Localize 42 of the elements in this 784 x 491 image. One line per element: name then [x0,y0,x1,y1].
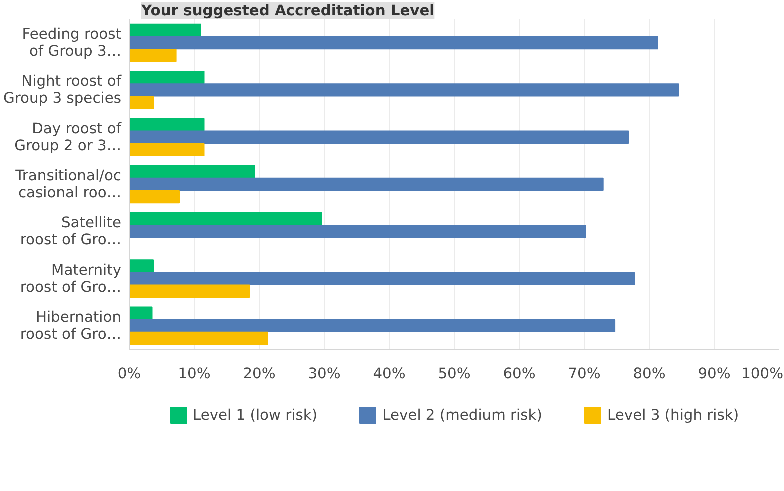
legend-label: Level 3 (high risk) [607,406,740,424]
bar [130,143,205,157]
bar [130,118,205,132]
y-tick-label: Satellite roost of Gro… [20,214,122,249]
x-tick-label: 80% [633,366,666,382]
x-tick-label: 60% [503,366,536,382]
bar [130,84,680,97]
x-tick-label: 0% [118,366,142,382]
bar [130,190,180,204]
bar [130,165,256,179]
y-tick-label: Night roost of Group 3 species [4,73,122,108]
bar [130,332,268,346]
bar [130,178,604,192]
bar [130,36,658,50]
x-tick-label: 50% [438,366,471,382]
x-tick-label: 10% [178,366,211,382]
y-tick-label: Maternity roost of Gro… [20,262,122,296]
bar [130,225,586,238]
y-tick-label: Transitional/oc casional roo… [14,168,122,202]
bar [130,49,177,62]
x-tick-label: 20% [243,366,276,382]
bar [130,272,636,286]
bar [130,71,205,84]
bar [130,260,154,273]
y-tick-label: Feeding roost of Group 3… [22,26,122,60]
y-tick-label: Day roost of Group 2 or 3… [14,120,122,154]
chart-title: Your suggested Accreditation Level [140,2,435,20]
bar [130,130,630,144]
bar [130,284,250,298]
x-tick-label: 100% [742,366,784,382]
legend-label: Level 1 (low risk) [192,406,318,424]
bar [130,306,153,320]
bar [130,319,616,333]
bar [130,96,154,110]
x-tick-label: 30% [308,366,341,382]
x-tick-label: 90% [698,366,731,382]
x-tick-label: 40% [373,366,406,382]
x-tick-label: 70% [568,366,601,382]
y-tick-label: Hibernation roost of Gro… [20,308,122,343]
legend-label: Level 2 (medium risk) [382,406,542,424]
bar [130,212,322,226]
bar [130,24,202,38]
